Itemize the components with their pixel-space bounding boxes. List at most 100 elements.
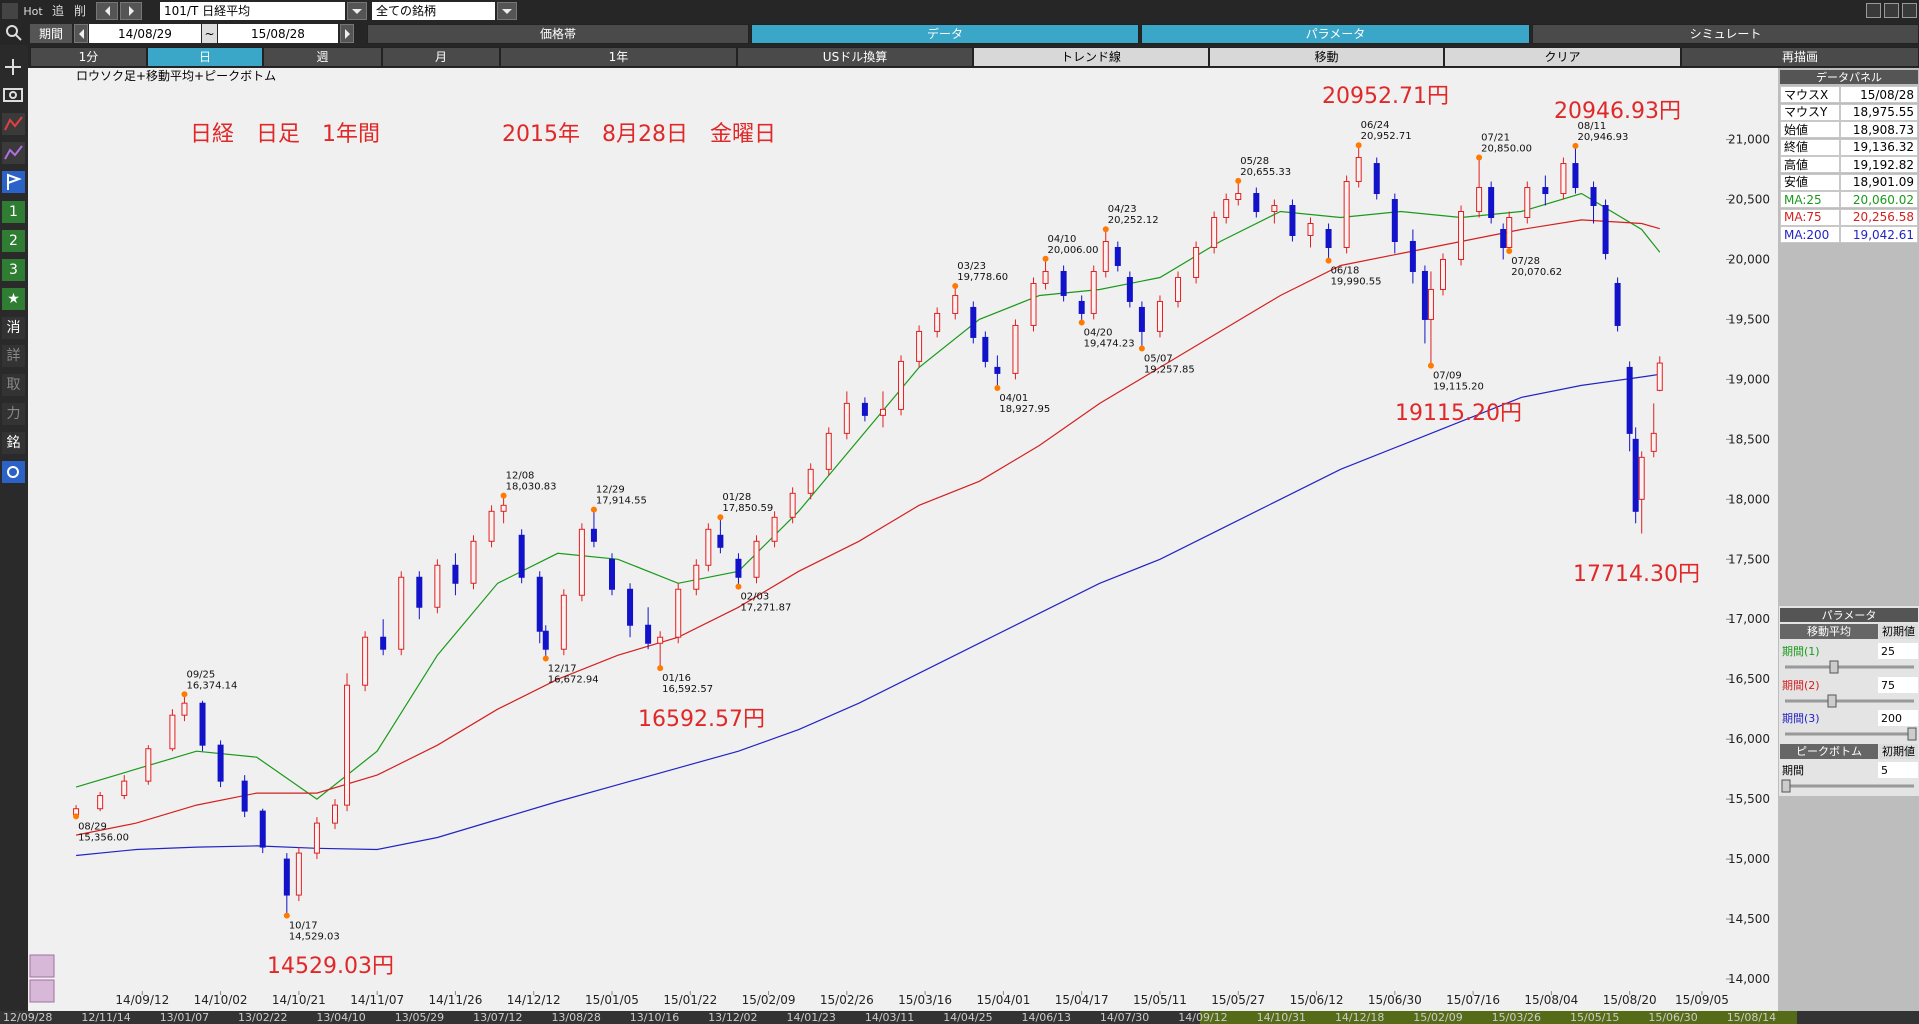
x-tick-label: 15/03/16 [898,993,952,1007]
data-label: 終値 [1780,138,1840,156]
candle-body [1223,199,1230,219]
universe-select[interactable]: 全ての銘柄 [372,2,495,20]
peak-marker [1325,257,1332,264]
peak-date: 10/17 [289,921,318,932]
candle-body [1409,240,1416,272]
arrow-glyph [352,8,362,14]
param-value[interactable]: 75 [1878,677,1918,693]
hot-button[interactable]: Hot [23,4,43,18]
x-tick-label: 14/11/07 [350,993,404,1007]
toolbar-button[interactable]: 再描画 [1681,47,1919,67]
camera-icon [9,91,17,99]
peak-value: 19,778.60 [957,272,1008,283]
toolbar-button[interactable]: 移動 [1209,47,1444,67]
candle-body [542,630,549,650]
candle-body [1078,300,1085,314]
param-value[interactable]: 25 [1878,643,1918,659]
toolbar-button[interactable]: 追 [51,4,64,18]
slider-thumb [1781,779,1791,793]
toolbar-button[interactable]: 削 [73,4,86,18]
universe-dropdown[interactable] [497,2,517,20]
symbol-select[interactable]: 101/T 日経平均 [160,2,345,20]
toolbar-button[interactable]: 1分 [30,47,147,67]
data-label: MA:200 [1780,226,1840,243]
timeline-label: 12/09/28 [3,1011,52,1024]
y-tick-label: 16,500 [1728,672,1770,686]
period-next[interactable] [340,24,354,43]
peak-date: 06/24 [1361,120,1390,131]
y-tick-label: 19,000 [1728,372,1770,386]
tab[interactable]: シミュレート [1532,24,1919,44]
peak-value: 17,850.59 [722,503,773,514]
toolbar-button[interactable]: USドル換算 [737,47,973,67]
toolbar-button[interactable]: 日 [147,47,263,67]
timeline-label: 13/12/02 [708,1011,757,1024]
toolbar-button[interactable]: トレンド線 [973,47,1209,67]
side-tool[interactable]: ★ [2,288,25,310]
peak-marker [1102,226,1109,233]
toolbar-button[interactable]: 月 [382,47,500,67]
period-from[interactable]: 14/08/29 [89,24,201,43]
param-value[interactable]: 5 [1878,762,1918,778]
toolbar-button[interactable]: 週 [263,47,382,67]
peak-value: 18,030.83 [506,482,557,493]
tab[interactable]: パラメータ [1141,24,1530,44]
toolbar-button[interactable]: 1年 [500,47,737,67]
tab[interactable]: データ [751,24,1139,44]
x-tick-label: 15/01/22 [663,993,717,1007]
window-button[interactable] [1866,3,1881,18]
candle-body [1458,211,1465,260]
side-tool[interactable]: 取 [2,374,25,396]
peak-marker [1078,319,1085,326]
data-label: 始値 [1780,121,1840,138]
period-to[interactable]: 15/08/28 [218,24,338,43]
window-button[interactable] [1884,3,1899,18]
candle-body [735,558,742,578]
data-label: マウスX [1780,86,1840,103]
peak-date: 04/01 [999,393,1028,404]
peak-value: 20,655.33 [1240,167,1291,178]
timeline-label: 14/12/18 [1335,1011,1384,1024]
reset-button[interactable]: 初期値 [1879,624,1918,639]
prev-button[interactable] [96,2,118,20]
param-value[interactable]: 200 [1878,710,1918,726]
symbol-dropdown[interactable] [347,2,367,20]
next-button[interactable] [120,2,142,20]
side-tool[interactable]: 2 [2,230,25,252]
candle-body [771,516,778,542]
panel-header: データパネル [1780,70,1918,84]
candle-body [994,366,1001,374]
side-tool[interactable]: 3 [2,259,25,281]
side-tool[interactable]: 銘 [2,432,25,454]
window-button[interactable] [1902,3,1917,18]
annotation-note: 20946.93円 [1554,99,1681,124]
side-tool[interactable]: 詳 [2,345,25,367]
x-tick-label: 15/06/30 [1368,993,1422,1007]
candle-body [705,528,712,566]
candle-body [380,636,387,650]
side-tool[interactable]: 消 [2,317,25,339]
reset-button[interactable]: 初期値 [1879,744,1918,759]
period-sep: ~ [202,24,217,43]
candle-body [259,810,266,848]
side-tool[interactable]: 1 [2,201,25,223]
peak-value: 18,927.95 [999,404,1050,415]
candle-body [97,795,104,810]
x-tick-label: 15/02/26 [820,993,874,1007]
data-label: MA:25 [1780,191,1840,208]
y-tick-label: 20,000 [1728,252,1770,266]
candle-body [1042,270,1049,284]
peak-date: 02/03 [740,592,769,603]
timeline-label: 13/02/22 [238,1011,287,1024]
peak-value: 15,356.00 [78,832,129,843]
tab[interactable]: 価格帯 [367,24,749,44]
side-tool[interactable]: 力 [2,403,25,425]
x-tick-label: 15/04/01 [976,993,1030,1007]
toolbar-button[interactable]: クリア [1444,47,1681,67]
panel-header: パラメータ [1780,608,1918,622]
period-prev[interactable] [74,24,88,43]
candle-body [1421,270,1428,320]
candle-body [1650,432,1657,452]
candle-body [1060,270,1067,296]
